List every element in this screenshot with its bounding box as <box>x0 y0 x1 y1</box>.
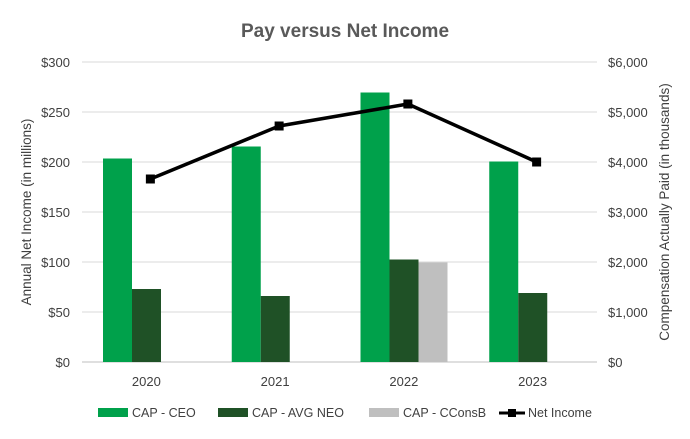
net-income-marker-2022 <box>403 99 413 109</box>
left-axis-title: Annual Net Income (in millions) <box>19 119 34 306</box>
net-income-marker-2023 <box>532 157 542 167</box>
bar-cap-avg-neo-2021 <box>260 296 290 362</box>
bar-cap-avg-neo-2020 <box>132 289 161 362</box>
right-tick-label: $6,000 <box>608 55 648 70</box>
legend-swatch-cap-avg-neo <box>218 408 248 417</box>
right-tick-label: $3,000 <box>608 205 648 220</box>
bar-cap-ceo-2022 <box>360 92 390 362</box>
legend-swatch-cap-ceo <box>98 408 128 417</box>
legend-marker-net-income <box>508 409 516 417</box>
x-tick-label-2022: 2022 <box>389 374 418 389</box>
left-tick-label: $150 <box>41 205 70 220</box>
bar-cap-cconsb-2022 <box>418 262 448 362</box>
left-tick-label: $250 <box>41 105 70 120</box>
net-income-line-group <box>145 99 542 184</box>
right-tick-label: $4,000 <box>608 155 648 170</box>
right-axis-ticks: $0 $1,000 $2,000 $3,000 $4,000 $5,000 $6,000 <box>608 55 648 370</box>
left-tick-label: $300 <box>41 55 70 70</box>
x-tick-label-2020: 2020 <box>132 374 161 389</box>
x-axis-ticks: 2020 2021 2022 2023 <box>132 374 547 389</box>
legend-swatch-cap-cconsb <box>369 408 399 417</box>
bar-cap-avg-neo-2022 <box>389 259 419 362</box>
x-tick-label-2023: 2023 <box>518 374 547 389</box>
net-income-line <box>149 102 538 181</box>
bar-cap-ceo-2020 <box>103 158 132 362</box>
chart-title: Pay versus Net Income <box>241 21 449 42</box>
right-tick-label: $5,000 <box>608 105 648 120</box>
right-tick-label: $1,000 <box>608 305 648 320</box>
legend: CAP - CEO CAP - AVG NEO CAP - CConsB Net In… <box>98 406 592 420</box>
legend-label-cap-ceo: CAP - CEO <box>132 406 196 420</box>
left-tick-label: $0 <box>56 355 70 370</box>
x-tick-label-2021: 2021 <box>261 374 290 389</box>
right-tick-label: $0 <box>608 355 622 370</box>
gridlines <box>82 61 597 363</box>
right-axis-title: Compensation Actually Paid (in thousands… <box>657 83 672 340</box>
bar-cap-ceo-2021 <box>231 146 261 362</box>
left-tick-label: $100 <box>41 255 70 270</box>
legend-label-net-income: Net Income <box>528 406 592 420</box>
left-tick-label: $50 <box>48 305 70 320</box>
bar-cap-avg-neo-2023 <box>518 293 548 362</box>
legend-label-cap-cconsb: CAP - CConsB <box>403 406 486 420</box>
net-income-marker-2020 <box>145 174 155 184</box>
right-tick-label: $2,000 <box>608 255 648 270</box>
legend-label-cap-avg-neo: CAP - AVG NEO <box>252 406 344 420</box>
bars-group <box>103 92 548 362</box>
left-tick-label: $200 <box>41 155 70 170</box>
left-axis-ticks: $0 $50 $100 $150 $200 $250 $300 <box>41 55 70 370</box>
bar-cap-ceo-2023 <box>489 161 519 362</box>
net-income-marker-2021 <box>274 121 284 131</box>
